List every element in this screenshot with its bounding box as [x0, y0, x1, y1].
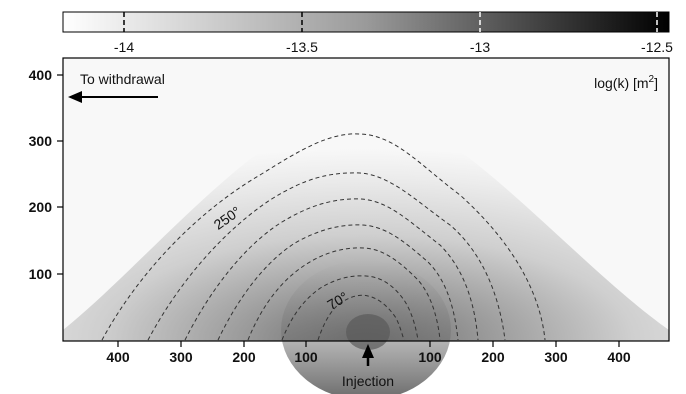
x-tick-label: 400: [106, 349, 130, 365]
contour-line: [101, 133, 546, 341]
y-tick-label: 400: [29, 67, 53, 83]
colorbar-tick-label: -13: [470, 39, 490, 55]
colorbar-gradient: [62, 11, 670, 33]
plot-area: 250° 70° log(k) [m2] To withdrawal: [62, 57, 670, 394]
temperature-contours: [101, 133, 546, 341]
plume-shading: [63, 100, 669, 341]
y-axis: 400 300 200 100: [29, 67, 63, 282]
colorbar-tick-label: -12.5: [641, 39, 673, 55]
contour-line: [147, 172, 506, 341]
contour-line: [317, 294, 405, 341]
x-tick-label: 300: [169, 349, 193, 365]
x-tick-label: 400: [607, 349, 631, 365]
colorbar: -14 -13.5 -13 -12.5: [62, 11, 673, 55]
x-tick-label: 100: [418, 349, 442, 365]
y-tick-label: 300: [29, 133, 53, 149]
injection-arrow: [362, 344, 374, 366]
x-tick-label: 200: [232, 349, 256, 365]
y-tick-label: 100: [29, 266, 53, 282]
x-tick-label: 300: [544, 349, 568, 365]
withdrawal-arrow: [68, 91, 158, 103]
injection-label: Injection: [342, 373, 394, 389]
colorbar-tick-label: -14: [114, 39, 134, 55]
withdrawal-label: To withdrawal: [80, 71, 165, 87]
x-tick-label: 200: [481, 349, 505, 365]
x-axis: 400 300 200 100 100 200 300 400: [106, 341, 631, 365]
x-tick-label: 100: [294, 349, 318, 365]
contour-line: [247, 247, 441, 341]
contour-line: [217, 224, 459, 341]
contour-line: [281, 275, 419, 341]
colorbar-label: log(k) [m2]: [594, 74, 658, 91]
colorbar-tick-label: -13.5: [286, 39, 318, 55]
y-tick-label: 200: [29, 199, 53, 215]
